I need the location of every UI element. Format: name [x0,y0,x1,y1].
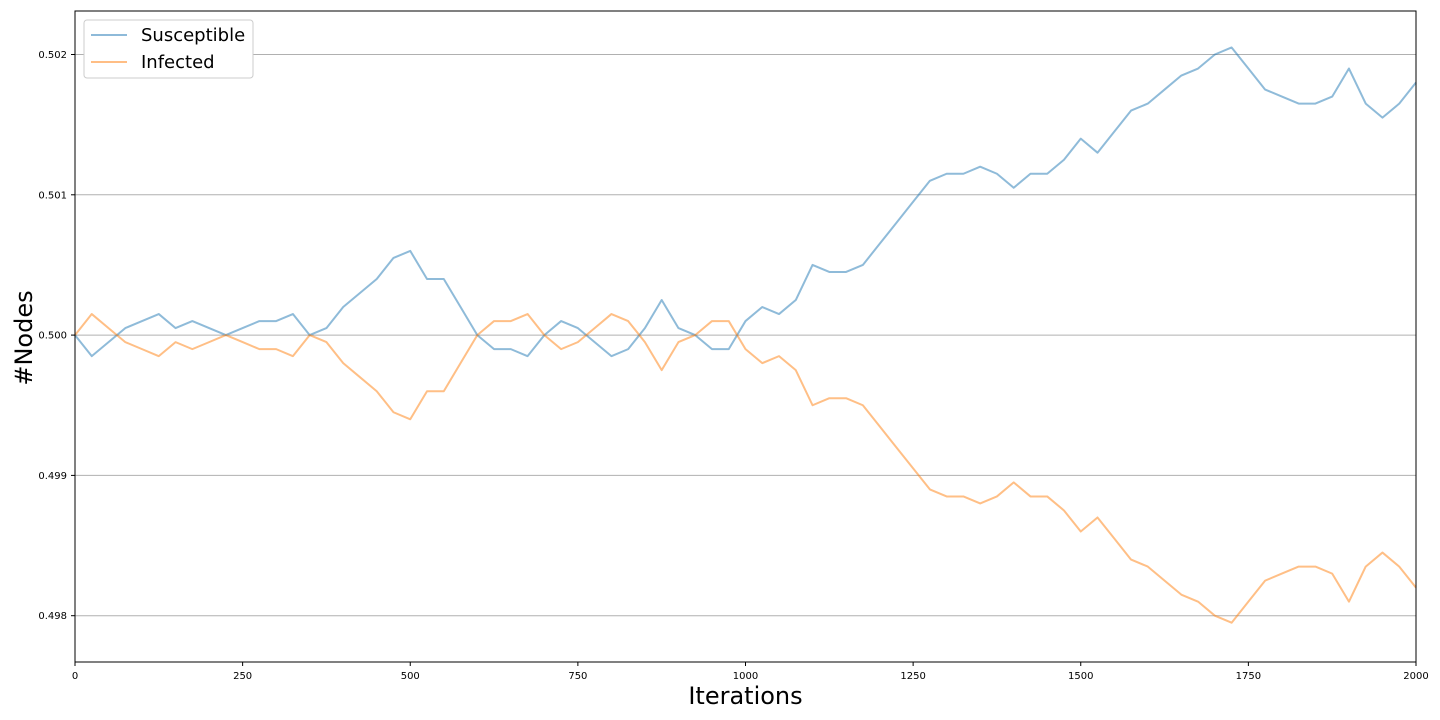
x-tick-label-7: 1750 [1236,671,1261,682]
x-tick-label-5: 1250 [900,671,925,682]
legend-label-susceptible: Susceptible [141,25,245,46]
y-tick-label-2: 0.500 [38,331,67,342]
x-tick-label-0: 0 [72,671,78,682]
x-tick-label-2: 500 [401,671,420,682]
x-axis-ticks: 0 250 500 750 1000 1250 1500 1750 2000 [72,662,1429,682]
series-line-susceptible [74,46,1417,358]
x-tick-label-8: 2000 [1403,671,1428,682]
x-tick-label-1: 250 [233,671,252,682]
y-tick-label-3: 0.501 [38,190,67,201]
series-line-infected [74,313,1417,624]
y-axis-ticks: 0.498 0.499 0.500 0.501 0.502 [38,50,75,622]
y-tick-label-4: 0.502 [38,50,67,61]
y-tick-label-1: 0.499 [38,471,67,482]
x-axis-title: Iterations [688,682,802,710]
y-tick-label-0: 0.498 [38,611,67,622]
grid-lines [75,53,1416,617]
legend-label-infected: Infected [141,52,215,73]
x-tick-label-4: 1000 [733,671,758,682]
plot-background [75,11,1416,662]
y-axis-title: #Nodes [10,290,38,385]
x-tick-label-3: 750 [568,671,587,682]
x-tick-label-6: 1500 [1068,671,1093,682]
legend: Susceptible Infected [83,19,254,79]
series-lines [74,46,1417,624]
